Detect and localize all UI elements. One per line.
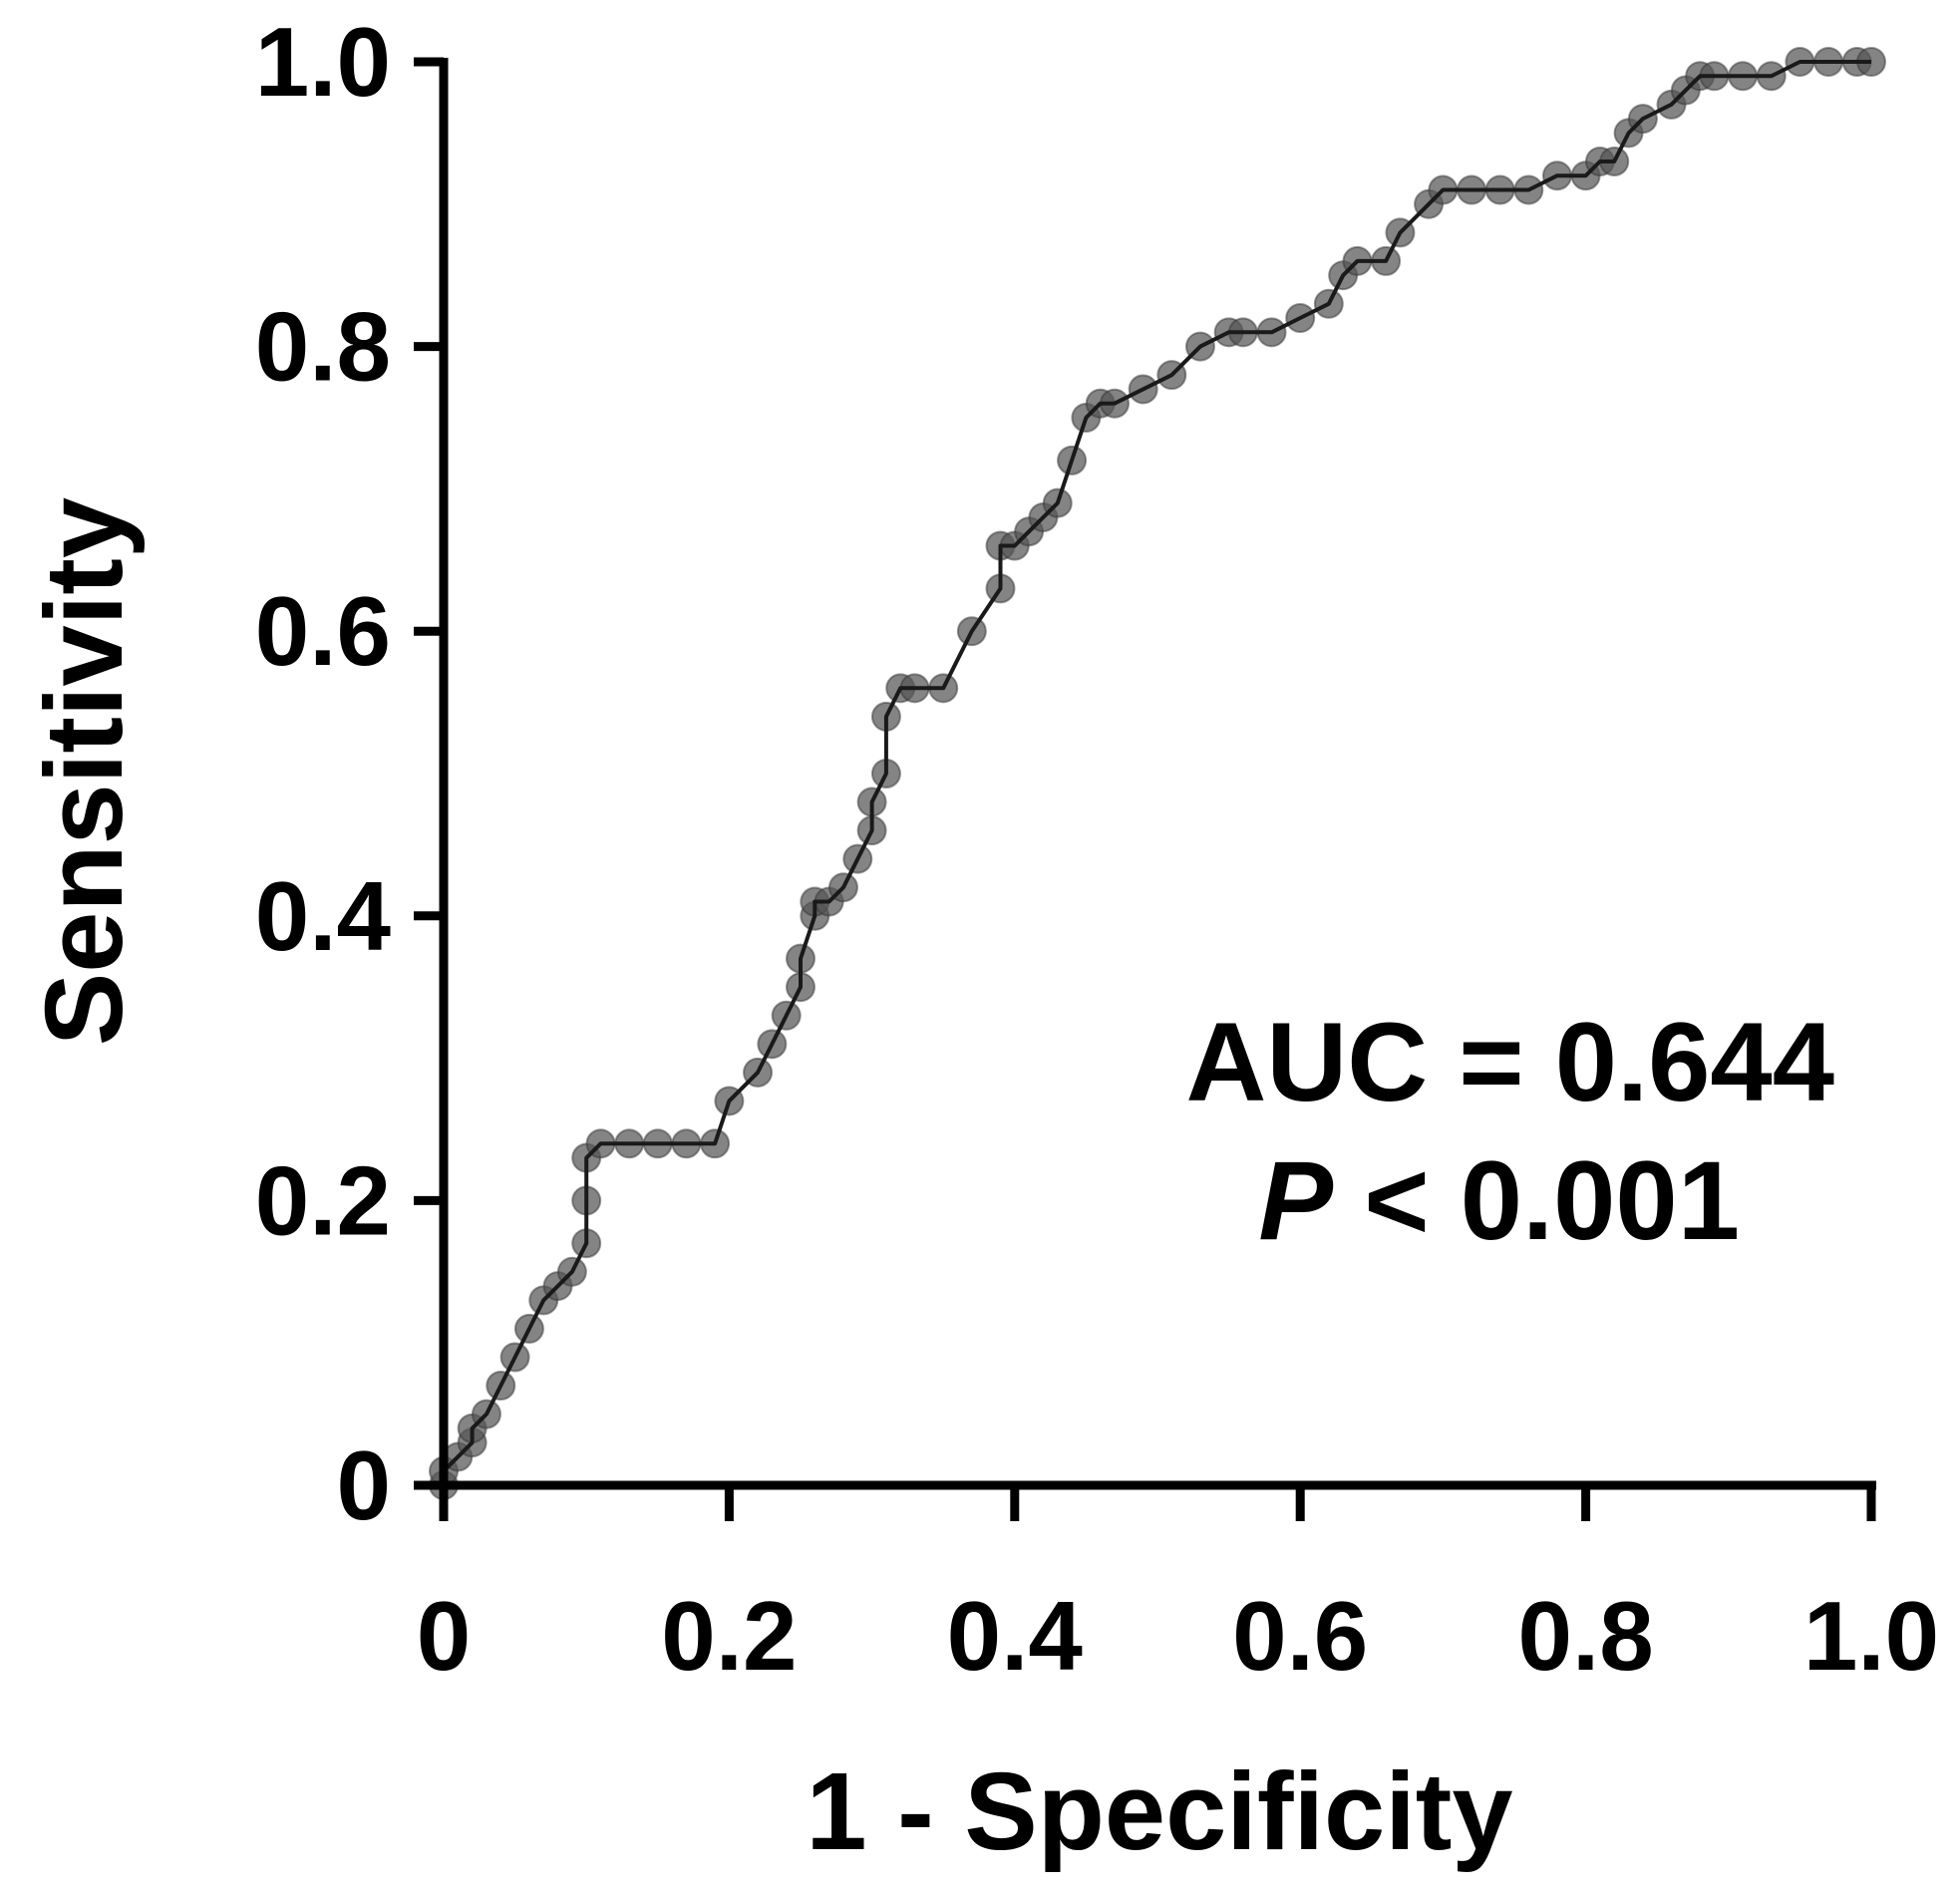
x-tick-label: 0.8 [1517, 1581, 1653, 1691]
plot-area [429, 47, 1886, 1500]
y-tick-label: 0.6 [255, 576, 391, 686]
auc-annotation: AUC = 0.644 [1185, 1000, 1834, 1124]
p-value-symbol: P [1258, 1138, 1333, 1263]
y-tick-label: 0 [336, 1430, 391, 1540]
p-value-text: < 0.001 [1333, 1138, 1740, 1263]
y-axis-ticks: 0 0.2 0.4 0.6 0.8 1.0 [255, 7, 444, 1540]
x-tick-label: 0.2 [661, 1581, 797, 1691]
y-tick-label: 0.2 [255, 1145, 391, 1255]
x-axis-ticks: 0 0.2 0.4 0.6 0.8 1.0 [417, 1485, 1939, 1691]
x-tick-label: 0.4 [947, 1581, 1083, 1691]
y-axis-title: Sensitivity [23, 497, 146, 1046]
x-axis-title: 1 - Specificity [806, 1750, 1512, 1873]
x-tick-label: 0 [417, 1581, 472, 1691]
x-tick-label: 0.6 [1232, 1581, 1368, 1691]
y-tick-label: 0.8 [255, 292, 391, 402]
p-value-annotation: P < 0.001 [1258, 1138, 1740, 1263]
y-tick-label: 0.4 [255, 861, 391, 971]
x-tick-label: 1.0 [1803, 1581, 1939, 1691]
roc-series [429, 47, 1886, 1500]
axes: 0 0.2 0.4 0.6 0.8 1.0 0 0.2 0.4 0.6 0.8 1.0 [255, 7, 1939, 1691]
roc-curve-series [429, 47, 1886, 1500]
roc-curve-line [442, 60, 1871, 1485]
y-tick-label: 1.0 [255, 7, 391, 117]
